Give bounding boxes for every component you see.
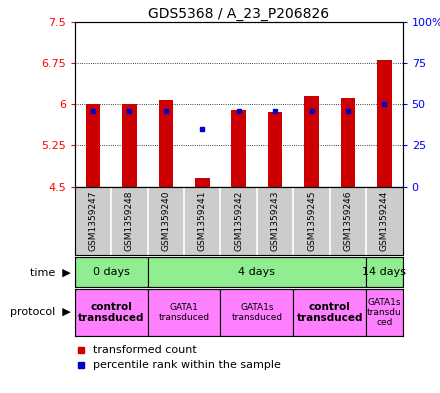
Bar: [366, 289, 403, 336]
Bar: [293, 289, 366, 336]
Text: protocol  ▶: protocol ▶: [10, 307, 70, 318]
Text: control
transduced: control transduced: [78, 302, 144, 323]
Bar: [86, 104, 100, 187]
Bar: [304, 96, 319, 187]
Text: GSM1359245: GSM1359245: [307, 191, 316, 251]
Text: GSM1359241: GSM1359241: [198, 191, 207, 251]
Text: transformed count: transformed count: [93, 345, 197, 355]
Text: GSM1359243: GSM1359243: [271, 191, 280, 251]
Bar: [75, 289, 148, 336]
Text: 0 days: 0 days: [93, 267, 130, 277]
Bar: [75, 257, 148, 287]
Text: GSM1359248: GSM1359248: [125, 191, 134, 251]
Bar: [158, 100, 173, 187]
Bar: [366, 257, 403, 287]
Text: GSM1359244: GSM1359244: [380, 191, 389, 251]
Bar: [341, 97, 355, 187]
Bar: [195, 178, 209, 187]
Text: GATA1
transduced: GATA1 transduced: [158, 303, 209, 322]
Bar: [148, 289, 220, 336]
Text: GSM1359246: GSM1359246: [344, 191, 352, 251]
Bar: [377, 60, 392, 187]
Text: percentile rank within the sample: percentile rank within the sample: [93, 360, 281, 371]
Text: 14 days: 14 days: [363, 267, 407, 277]
Text: control
transduced: control transduced: [297, 302, 363, 323]
Text: time  ▶: time ▶: [29, 267, 70, 277]
Text: 4 days: 4 days: [238, 267, 275, 277]
Text: GSM1359242: GSM1359242: [234, 191, 243, 251]
Bar: [268, 112, 282, 187]
Text: GSM1359247: GSM1359247: [88, 191, 98, 251]
Bar: [220, 289, 293, 336]
Bar: [148, 257, 366, 287]
Title: GDS5368 / A_23_P206826: GDS5368 / A_23_P206826: [148, 7, 329, 20]
Bar: [122, 104, 137, 187]
Text: GATA1s
transduced: GATA1s transduced: [231, 303, 282, 322]
Bar: [231, 110, 246, 187]
Text: GSM1359240: GSM1359240: [161, 191, 170, 251]
Text: GATA1s
transdu
ced: GATA1s transdu ced: [367, 298, 402, 327]
